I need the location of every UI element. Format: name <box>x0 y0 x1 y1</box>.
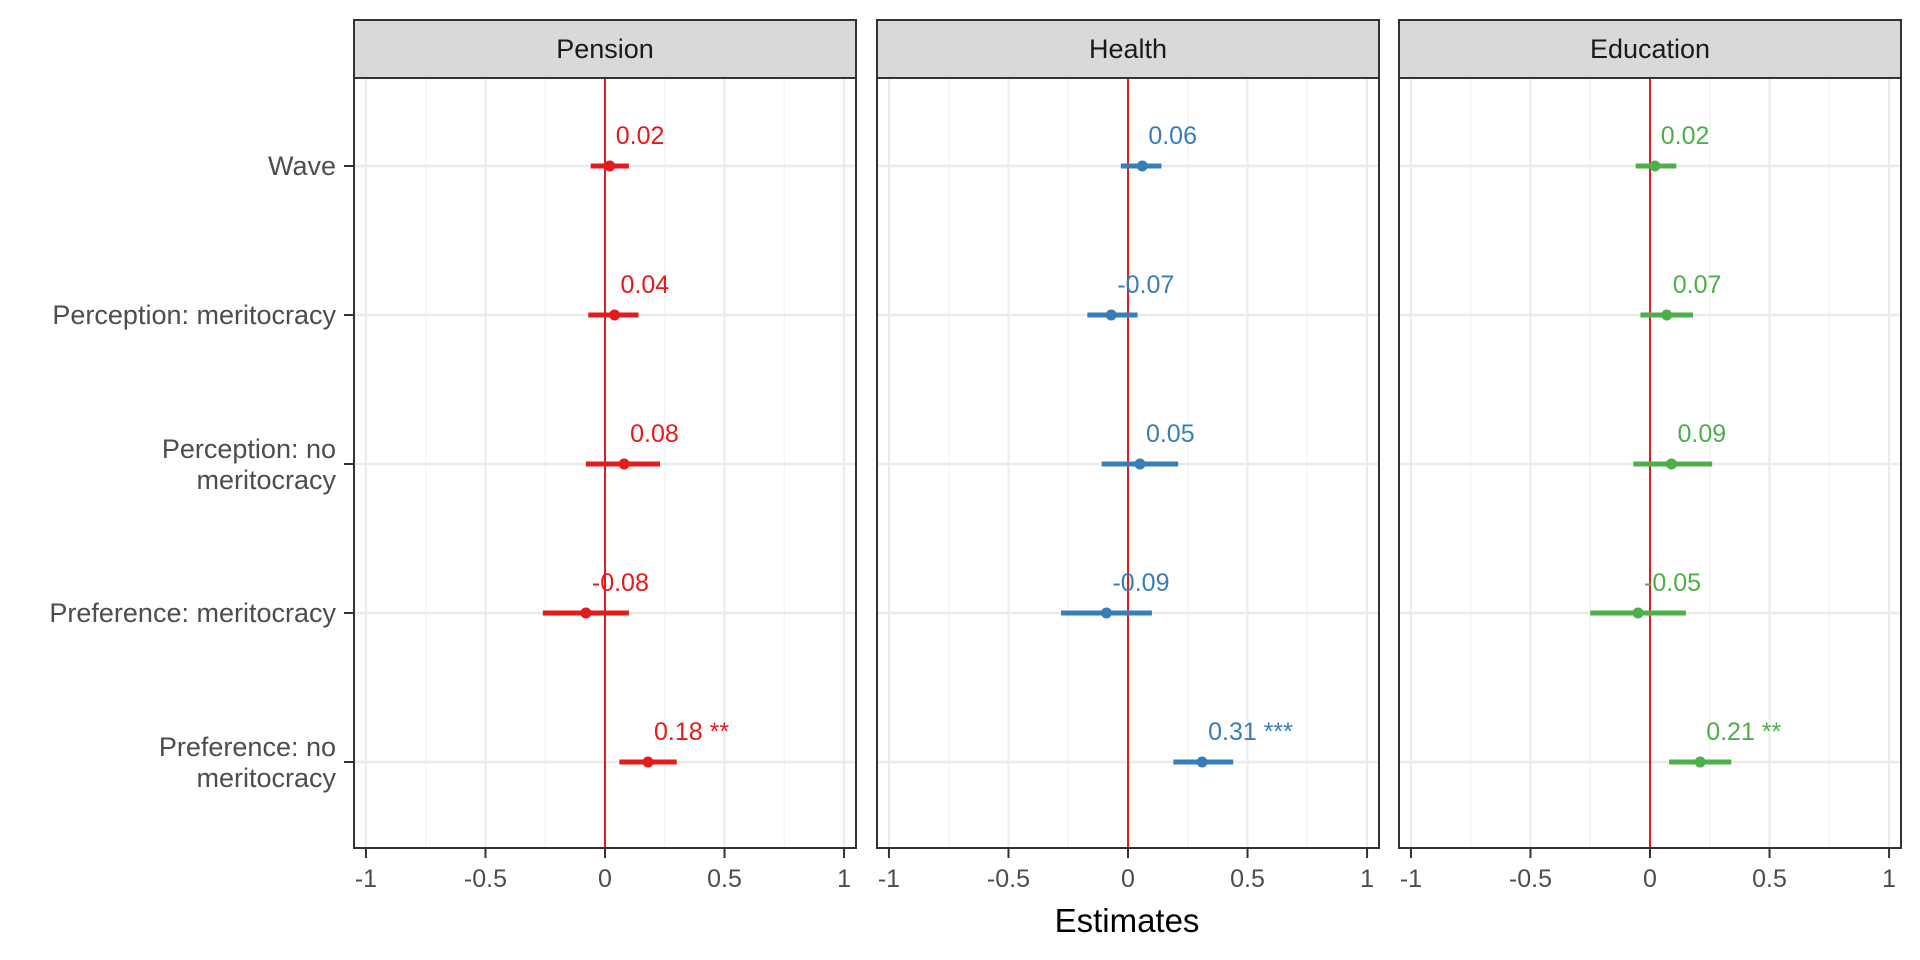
estimate-label: 0.04 <box>621 271 670 299</box>
estimate-point <box>1136 160 1148 172</box>
estimate-point <box>642 756 654 768</box>
x-tick-label: -0.5 <box>464 865 507 893</box>
estimate-point <box>1632 607 1644 619</box>
estimate-label: 0.05 <box>1146 420 1195 448</box>
panel-health: 0.06 -0.07 0.05 -0.09 0.31 *** Health -1 -0.5 0 0… <box>876 19 1380 893</box>
x-tick-label: -0.5 <box>987 865 1030 893</box>
y-tick-label-4-0: Preference: no <box>159 732 336 762</box>
panel-strip <box>1398 19 1902 79</box>
estimate-label: 0.09 <box>1678 420 1727 448</box>
y-tick-label-0: Wave <box>268 151 336 181</box>
panel-strip <box>876 19 1380 79</box>
x-tick-label: -0.5 <box>1509 865 1552 893</box>
estimate-label: 0.06 <box>1148 122 1197 150</box>
estimate-label: -0.05 <box>1644 569 1701 597</box>
estimate-point <box>1661 309 1673 321</box>
estimate-label: -0.09 <box>1112 569 1169 597</box>
estimate-point <box>1666 458 1678 470</box>
x-tick-label: 0.5 <box>1230 865 1265 893</box>
estimate-point <box>618 458 630 470</box>
panel-strip <box>353 19 857 79</box>
x-tick-label: -1 <box>355 865 377 893</box>
estimate-label: 0.02 <box>616 122 665 150</box>
estimate-label: 0.08 <box>630 420 679 448</box>
y-tick-label-1: Perception: meritocracy <box>52 300 336 330</box>
x-tick-label: 0.5 <box>1752 865 1787 893</box>
x-tick-label: 1 <box>837 865 851 893</box>
estimate-label: -0.07 <box>1117 271 1174 299</box>
panel-title: Pension <box>556 34 654 64</box>
panel-title: Health <box>1089 34 1167 64</box>
estimate-point <box>1196 756 1208 768</box>
estimate-point <box>1105 309 1117 321</box>
estimate-label: 0.02 <box>1661 122 1710 150</box>
x-tick-label: 0.5 <box>707 865 742 893</box>
estimate-label: 0.31 *** <box>1208 718 1293 746</box>
y-tick-label-3: Preference: meritocracy <box>49 598 336 628</box>
estimate-point <box>580 607 592 619</box>
estimate-point <box>1694 756 1706 768</box>
estimate-point <box>604 160 616 172</box>
x-tick-label: -1 <box>878 865 900 893</box>
estimate-label: 0.18 ** <box>654 718 729 746</box>
x-tick-label: 0 <box>1643 865 1657 893</box>
x-tick-label: 1 <box>1882 865 1896 893</box>
estimate-label: 0.07 <box>1673 271 1722 299</box>
y-tick-label-2-1: meritocracy <box>196 465 336 495</box>
panel-title: Education <box>1590 34 1710 64</box>
estimate-point <box>609 309 621 321</box>
panel-pension: 0.02 0.04 0.08 -0.08 0.18 ** Pension -1 -0.5 0 0.… <box>353 19 857 893</box>
y-tick-label-2-0: Perception: no <box>162 434 336 464</box>
x-tick-label: 0 <box>1121 865 1135 893</box>
estimate-label: 0.21 ** <box>1706 718 1781 746</box>
estimate-point <box>1649 160 1661 172</box>
y-tick-label-4-1: meritocracy <box>196 763 336 793</box>
estimate-label: -0.08 <box>592 569 649 597</box>
x-tick-label: 0 <box>598 865 612 893</box>
x-tick-label: 1 <box>1360 865 1374 893</box>
x-axis-title: Estimates <box>1055 902 1200 939</box>
x-tick-label: -1 <box>1400 865 1422 893</box>
estimate-point <box>1100 607 1112 619</box>
estimate-point <box>1134 458 1146 470</box>
panel-education: 0.02 0.07 0.09 -0.05 0.21 ** Education -1 -0.5 0… <box>1398 19 1902 893</box>
